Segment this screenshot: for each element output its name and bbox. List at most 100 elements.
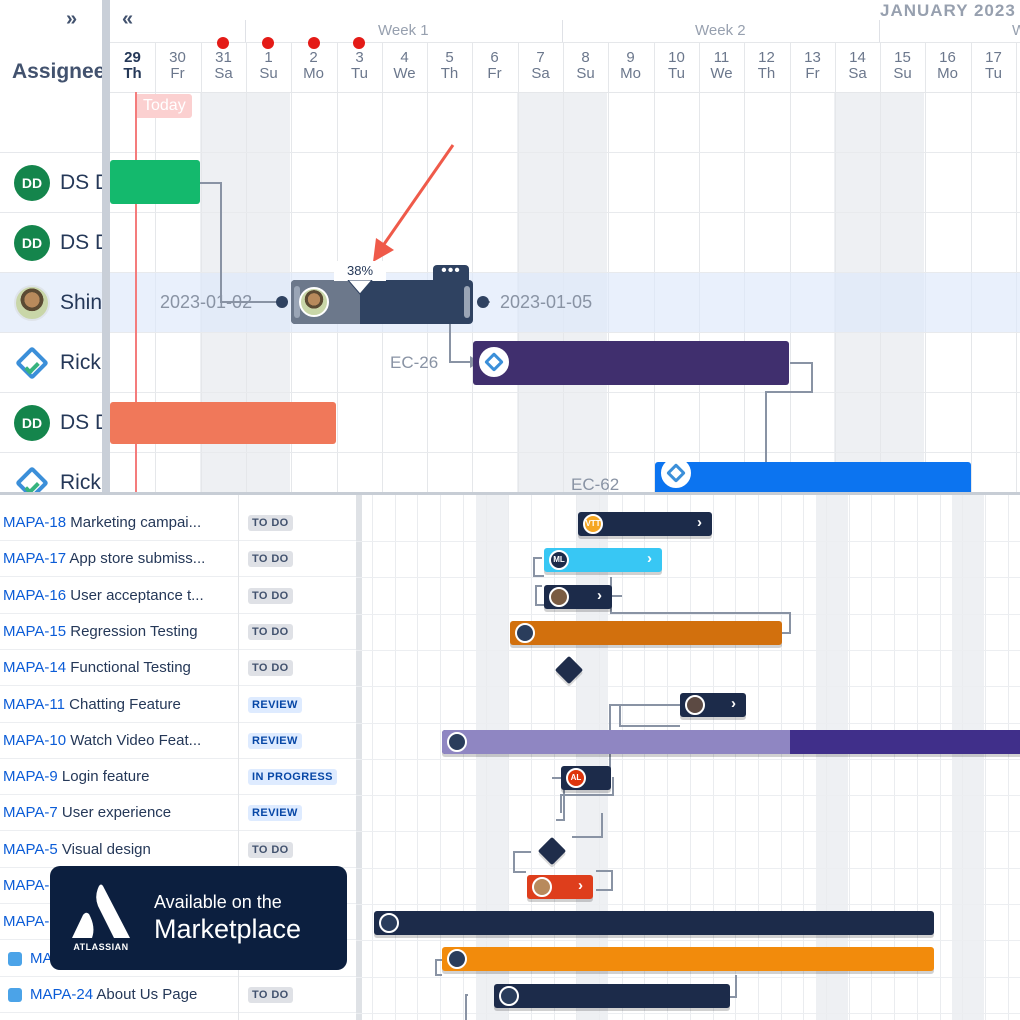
task-key-link[interactable]: MAPA-5 Visual design xyxy=(3,841,151,858)
task-bar[interactable]: › xyxy=(527,875,593,899)
task-row[interactable]: MAPA-17 App store submiss... TO DO xyxy=(0,541,356,577)
status-badge[interactable]: TO DO xyxy=(248,588,293,604)
assignee-row[interactable]: Rick xyxy=(0,332,104,392)
task-key-link[interactable]: MAPA-10 Watch Video Feat... xyxy=(3,732,201,749)
status-badge[interactable]: TO DO xyxy=(248,515,293,531)
progress-fill xyxy=(442,730,790,754)
day-header: 17 Tu xyxy=(971,50,1016,82)
day-weekday: Tu xyxy=(351,65,368,82)
column-resize-handle[interactable] xyxy=(102,0,110,492)
double-chevron-right-icon[interactable]: » xyxy=(66,8,78,30)
status-badge[interactable]: TO DO xyxy=(248,842,293,858)
status-badge[interactable]: REVIEW xyxy=(248,805,302,821)
day-header: 11 We xyxy=(699,50,744,82)
task-bar[interactable]: › xyxy=(680,693,746,717)
dependency-handle[interactable] xyxy=(276,296,288,308)
task-bar[interactable] xyxy=(510,621,782,645)
chevron-right-icon[interactable]: › xyxy=(697,514,702,531)
task-key-link[interactable]: MAPA-18 Marketing campai... xyxy=(3,514,201,531)
task-key[interactable]: MAPA-17 xyxy=(3,550,67,567)
task-bar[interactable] xyxy=(110,402,336,444)
task-bar[interactable]: ML › xyxy=(544,548,662,572)
task-bar[interactable]: VTT › xyxy=(578,512,712,536)
assignee-row[interactable]: Rick xyxy=(0,452,104,492)
double-chevron-left-icon[interactable]: « xyxy=(122,8,134,30)
task-key-link[interactable]: MAPA-14 Functional Testing xyxy=(3,659,191,676)
task-key-link[interactable]: MAPA-7 User experience xyxy=(3,804,171,821)
task-key-link[interactable]: MAPA-9 Login feature xyxy=(3,768,149,785)
panel-separator xyxy=(0,492,1020,495)
atlassian-marketplace-badge[interactable]: ATLASSIAN Available on the Marketplace xyxy=(50,866,347,970)
progress-pointer-icon[interactable] xyxy=(347,280,373,296)
status-badge[interactable]: REVIEW xyxy=(248,733,302,749)
dependency-handle[interactable] xyxy=(477,296,489,308)
task-bar[interactable] xyxy=(494,984,730,1008)
resize-handle-left[interactable] xyxy=(294,286,300,318)
status-badge[interactable]: REVIEW xyxy=(248,697,302,713)
chevron-right-icon[interactable]: › xyxy=(731,695,736,712)
atlassian-wordmark: ATLASSIAN xyxy=(73,942,129,952)
task-key[interactable]: MAPA-24 xyxy=(30,986,94,1003)
task-key[interactable]: MAPA-15 xyxy=(3,623,67,640)
task-key[interactable]: MAPA-16 xyxy=(3,587,67,604)
task-bar[interactable] xyxy=(374,911,934,935)
task-row[interactable]: MAPA-11 Chatting Feature REVIEW xyxy=(0,687,356,723)
status-badge[interactable]: TO DO xyxy=(248,987,293,1003)
assignee-row[interactable]: DD DS D xyxy=(0,212,104,272)
task-row[interactable]: MAPA-9 Login feature IN PROGRESS xyxy=(0,759,356,795)
status-badge[interactable]: TO DO xyxy=(248,551,293,567)
chevron-right-icon[interactable]: › xyxy=(597,587,602,604)
task-key-link[interactable]: MAPA-24 About Us Page xyxy=(30,986,197,1003)
assignee-row[interactable]: DD DS D xyxy=(0,152,104,212)
task-key[interactable]: MAPA-5 xyxy=(3,841,58,858)
row-line xyxy=(356,650,1020,651)
task-key-link[interactable]: MAPA-17 App store submiss... xyxy=(3,550,205,567)
task-key[interactable]: MAPA-9 xyxy=(3,768,58,785)
task-key[interactable]: MAPA-11 xyxy=(3,696,65,713)
assignee-row-selected[interactable]: Shin xyxy=(0,272,104,332)
column-resize-handle[interactable] xyxy=(356,495,362,1020)
end-date-label: 2023-01-05 xyxy=(500,292,593,312)
jira-diamond-icon xyxy=(661,458,691,488)
task-row[interactable]: MAPA-10 Watch Video Feat... REVIEW xyxy=(0,723,356,759)
resize-handle-right[interactable] xyxy=(464,286,470,318)
assignee-row[interactable]: DD DS D xyxy=(0,392,104,452)
row-line xyxy=(356,723,1020,724)
more-actions-button[interactable]: ••• xyxy=(433,263,469,283)
task-row[interactable]: MAPA-7 User experience REVIEW xyxy=(0,795,356,831)
selected-task-bar[interactable] xyxy=(291,280,473,324)
task-bar[interactable]: AL xyxy=(561,766,611,790)
month-label: JANUARY 2023 xyxy=(880,1,1016,20)
task-key[interactable]: MAPA-7 xyxy=(3,804,58,821)
task-row[interactable]: MAPA-15 Regression Testing TO DO xyxy=(0,614,356,650)
task-row[interactable]: MAPA-24 About Us Page TO DO xyxy=(0,977,356,1013)
task-key[interactable]: MAPA- xyxy=(3,913,50,930)
task-key-link[interactable]: MAPA-11 Chatting Feature xyxy=(3,696,181,713)
chevron-right-icon[interactable]: › xyxy=(647,550,652,567)
task-key-link[interactable]: MAPA-15 Regression Testing xyxy=(3,623,198,640)
task-bar[interactable]: › xyxy=(544,585,612,609)
day-weekday: Fr xyxy=(170,65,185,82)
task-bar[interactable] xyxy=(473,341,789,385)
task-key[interactable]: MAPA- xyxy=(3,877,50,894)
day-gridline xyxy=(201,42,202,492)
task-row[interactable]: MAPA-18 Marketing campai... TO DO xyxy=(0,505,356,541)
task-key-link[interactable]: MAPA- xyxy=(3,913,49,930)
task-bar[interactable] xyxy=(442,730,1020,754)
status-badge[interactable]: IN PROGRESS xyxy=(248,769,337,785)
task-key[interactable]: MAPA-14 xyxy=(3,659,67,676)
task-bar[interactable] xyxy=(655,458,971,492)
status-badge[interactable]: TO DO xyxy=(248,660,293,676)
day-gridline xyxy=(713,495,714,1020)
task-row[interactable]: MAPA-16 User acceptance t... TO DO xyxy=(0,578,356,614)
task-bar[interactable] xyxy=(442,947,934,971)
status-badge[interactable]: TO DO xyxy=(248,624,293,640)
task-row[interactable]: MAPA-14 Functional Testing TO DO xyxy=(0,650,356,686)
chevron-right-icon[interactable]: › xyxy=(578,877,583,894)
task-key[interactable]: MAPA-10 xyxy=(3,732,67,749)
task-row[interactable]: MAPA-5 Visual design TO DO xyxy=(0,832,356,868)
task-key[interactable]: MAPA-18 xyxy=(3,514,67,531)
task-key-link[interactable]: MAPA- xyxy=(3,877,49,894)
task-bar[interactable] xyxy=(110,160,200,204)
task-key-link[interactable]: MAPA-16 User acceptance t... xyxy=(3,587,204,604)
